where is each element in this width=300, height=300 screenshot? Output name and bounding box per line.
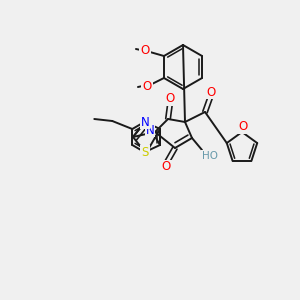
Text: S: S	[141, 146, 149, 158]
Text: N: N	[141, 116, 149, 128]
Text: O: O	[161, 160, 171, 173]
Text: O: O	[165, 92, 175, 106]
Text: O: O	[238, 121, 247, 134]
Text: N: N	[146, 124, 154, 136]
Text: HO: HO	[202, 151, 218, 161]
Text: O: O	[206, 85, 216, 98]
Text: O: O	[142, 80, 152, 92]
Text: O: O	[140, 44, 150, 58]
